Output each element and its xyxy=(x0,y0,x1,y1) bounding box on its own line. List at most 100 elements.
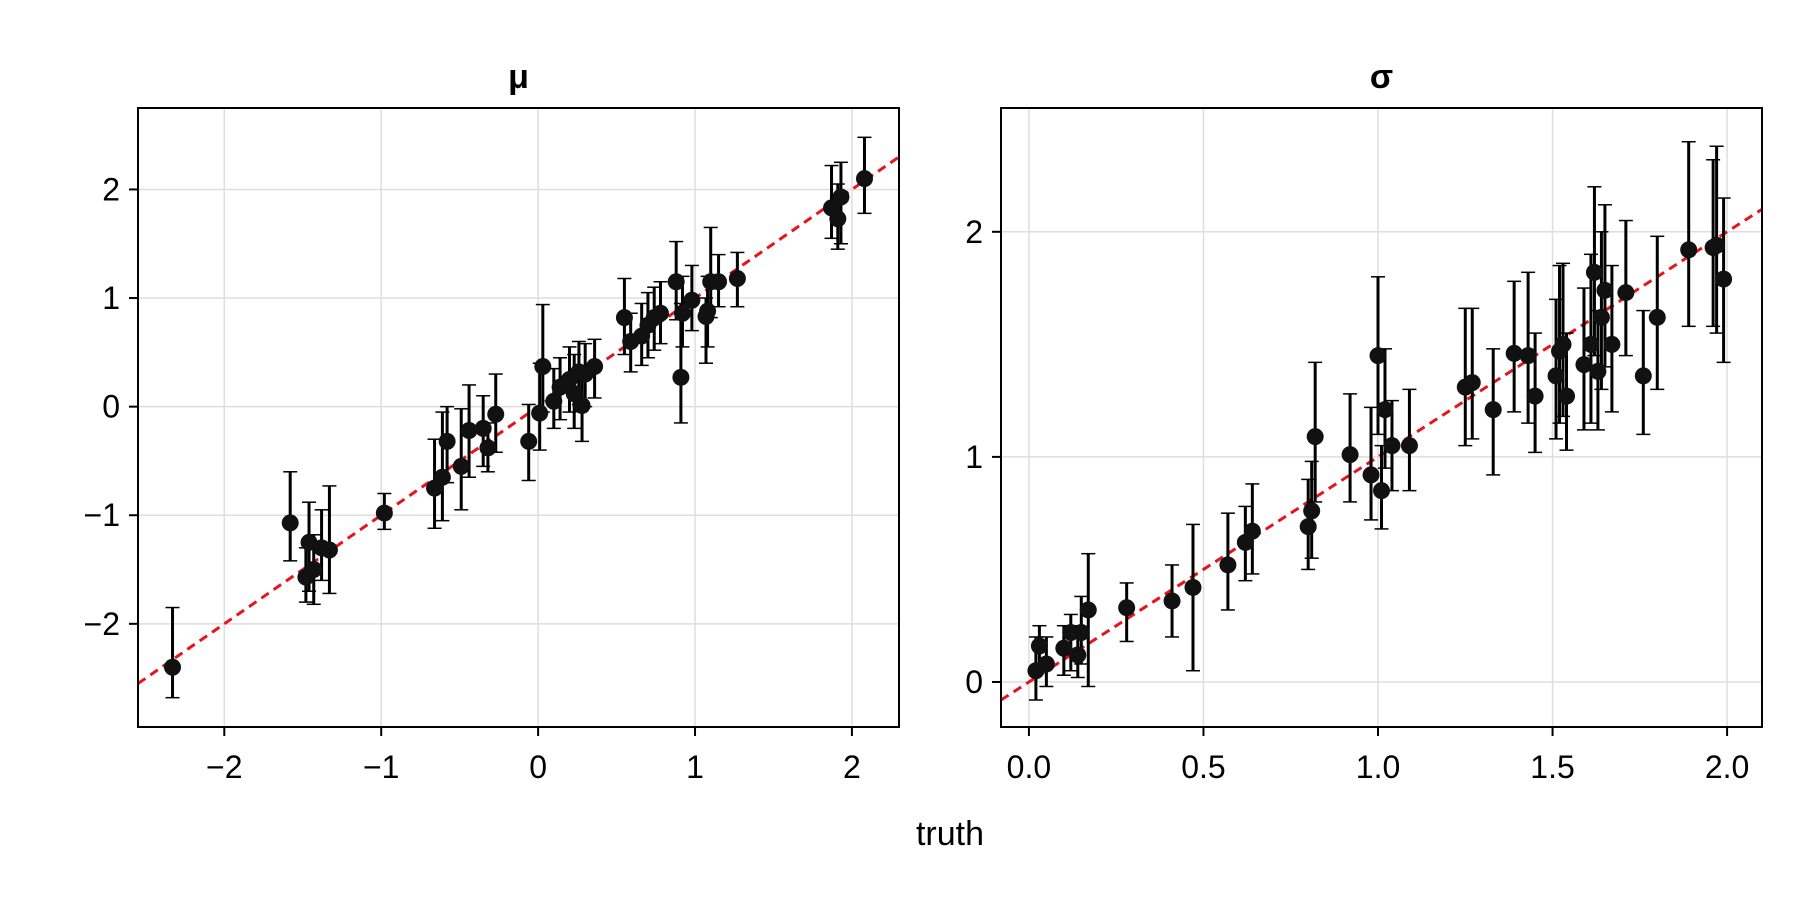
error-bar xyxy=(322,485,337,595)
data-point xyxy=(1400,437,1418,455)
error-bar xyxy=(1185,523,1200,672)
data-point xyxy=(1037,655,1055,673)
panel-title: μ xyxy=(508,58,529,96)
data-point xyxy=(1558,387,1576,405)
data-point xyxy=(1376,401,1394,419)
data-point xyxy=(1526,387,1544,405)
data-point xyxy=(1369,347,1387,365)
data-point xyxy=(673,304,691,322)
data-point xyxy=(1069,646,1087,664)
plot-area xyxy=(138,136,899,699)
plot-area xyxy=(1001,141,1762,702)
data-point xyxy=(531,404,549,422)
data-point xyxy=(1505,344,1523,362)
x-tick-label: 1 xyxy=(686,749,704,785)
data-point xyxy=(433,468,451,486)
data-point xyxy=(1708,236,1726,254)
data-point xyxy=(832,188,850,206)
data-point xyxy=(1163,592,1181,610)
y-tick-label: 1 xyxy=(965,439,983,475)
data-point xyxy=(534,357,552,375)
x-tick-label: −2 xyxy=(206,749,242,785)
error-bar xyxy=(1063,613,1078,672)
x-tick-label: 1.5 xyxy=(1530,749,1574,785)
data-point xyxy=(672,368,690,386)
error-bar xyxy=(1081,552,1096,688)
data-point xyxy=(452,457,470,475)
x-tick-label: 0.5 xyxy=(1181,749,1225,785)
data-point xyxy=(699,302,717,320)
data-point xyxy=(164,658,182,676)
data-point xyxy=(1617,284,1635,302)
data-point xyxy=(652,304,670,322)
data-point xyxy=(479,439,497,457)
y-tick-label: 2 xyxy=(102,171,120,207)
data-point xyxy=(375,504,393,522)
data-point xyxy=(1383,437,1401,455)
axes-frame xyxy=(137,107,900,728)
x-tick-label: 2.0 xyxy=(1705,749,1749,785)
data-point xyxy=(1596,281,1614,299)
data-point xyxy=(855,170,873,188)
data-point xyxy=(710,273,728,291)
data-point xyxy=(487,405,505,423)
data-point xyxy=(1072,623,1090,641)
data-point xyxy=(1575,356,1593,374)
x-tick-label: 0.0 xyxy=(1007,749,1051,785)
x-tick-label: −1 xyxy=(363,749,399,785)
data-point xyxy=(1184,578,1202,596)
error-bar xyxy=(1465,307,1480,440)
data-point xyxy=(1592,308,1610,326)
data-point xyxy=(520,432,538,450)
data-point xyxy=(1219,556,1237,574)
y-tick-label: −1 xyxy=(84,497,120,533)
data-point xyxy=(1589,362,1607,380)
y-tick-label: 2 xyxy=(965,214,983,250)
panel-title: σ xyxy=(1370,58,1393,96)
data-point xyxy=(683,291,701,309)
data-point xyxy=(1463,374,1481,392)
data-point xyxy=(1554,335,1572,353)
data-point xyxy=(615,309,633,327)
error-bar xyxy=(1364,406,1379,521)
identity-reference-line xyxy=(138,155,899,685)
data-point xyxy=(1362,466,1380,484)
panel-sigma: 0.0 0.5 1.0 1.5 2.0 0 1 2 σ xyxy=(965,58,1763,785)
data-point xyxy=(1303,502,1321,520)
error-bar xyxy=(165,606,180,699)
shared-x-axis-label: truth xyxy=(916,815,984,853)
data-point xyxy=(1648,308,1666,326)
data-point xyxy=(1585,263,1603,281)
x-tick-label: 2 xyxy=(843,749,861,785)
data-point xyxy=(667,273,685,291)
data-point xyxy=(474,419,492,437)
data-point xyxy=(1715,270,1733,288)
data-point xyxy=(1603,335,1621,353)
data-point xyxy=(545,392,563,410)
axes-frame xyxy=(1000,107,1763,728)
y-tick-label: 1 xyxy=(102,280,120,316)
data-point xyxy=(1118,599,1136,617)
data-point xyxy=(1582,335,1600,353)
data-point xyxy=(829,210,847,228)
data-point xyxy=(586,357,604,375)
error-bar xyxy=(1681,141,1696,328)
data-point xyxy=(460,422,478,440)
data-point xyxy=(1079,601,1097,619)
data-point xyxy=(281,514,299,532)
x-tick-label: 0 xyxy=(529,749,547,785)
data-point xyxy=(728,269,746,287)
data-point xyxy=(1484,401,1502,419)
data-point xyxy=(1030,637,1048,655)
x-tick-label: 1.0 xyxy=(1356,749,1400,785)
data-point xyxy=(1341,446,1359,464)
data-point xyxy=(1299,518,1317,536)
y-tick-label: 0 xyxy=(965,664,983,700)
y-tick-label: 0 xyxy=(102,389,120,425)
data-point xyxy=(1055,639,1073,657)
data-point xyxy=(1243,522,1261,540)
panel-mu: −2 −1 0 1 2 −2 −1 0 1 2 μ xyxy=(84,58,900,785)
data-point xyxy=(305,561,323,579)
data-point xyxy=(438,432,456,450)
